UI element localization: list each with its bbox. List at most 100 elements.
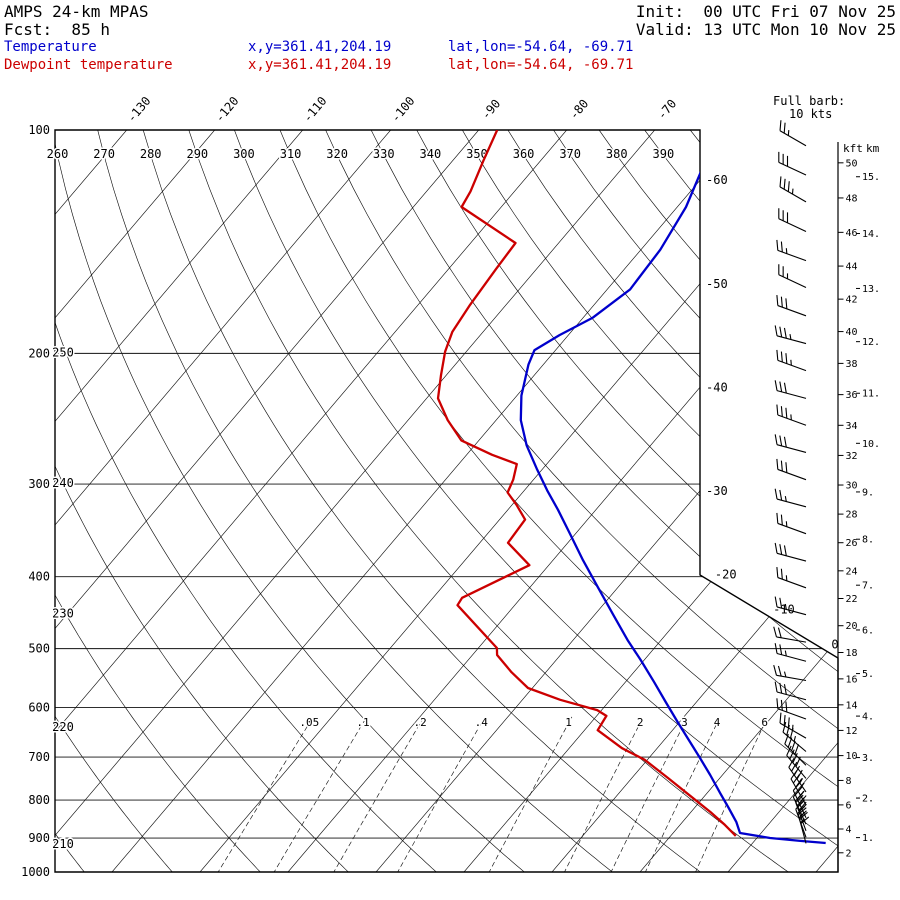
plot-border bbox=[54, 129, 839, 873]
svg-text:3: 3 bbox=[681, 716, 688, 729]
dewpoint-legend-label: Dewpoint temperature bbox=[4, 57, 173, 73]
svg-text:.4: .4 bbox=[475, 716, 489, 729]
svg-text:-100: -100 bbox=[388, 94, 417, 125]
svg-text:-30: -30 bbox=[706, 484, 728, 498]
svg-text:18: 18 bbox=[846, 648, 858, 659]
forecast-hour: Fcst: 85 h bbox=[4, 20, 110, 39]
svg-text:280: 280 bbox=[140, 147, 162, 161]
svg-text:320: 320 bbox=[326, 147, 348, 161]
temperature-curve bbox=[519, 130, 826, 845]
svg-text:.2: .2 bbox=[414, 716, 427, 729]
svg-text:km: km bbox=[866, 142, 880, 155]
svg-text:-120: -120 bbox=[212, 94, 241, 125]
svg-text:4.: 4. bbox=[862, 712, 874, 723]
svg-text:310: 310 bbox=[280, 147, 302, 161]
svg-text:22: 22 bbox=[846, 594, 858, 605]
svg-text:200: 200 bbox=[28, 346, 50, 360]
wind-barbs bbox=[773, 120, 810, 844]
temperature-grid-xy: x,y=361.41,204.19 bbox=[248, 39, 392, 55]
svg-text:-50: -50 bbox=[706, 277, 728, 291]
svg-text:-130: -130 bbox=[124, 94, 153, 125]
svg-text:2: 2 bbox=[846, 848, 852, 859]
svg-text:34: 34 bbox=[846, 421, 858, 432]
svg-text:4: 4 bbox=[714, 716, 721, 729]
svg-text:40: 40 bbox=[846, 327, 858, 338]
svg-text:1.: 1. bbox=[862, 833, 874, 844]
svg-text:.1: .1 bbox=[356, 716, 369, 729]
dewpoint-grid-xy: x,y=361.41,204.19 bbox=[248, 57, 392, 73]
height-scales: kft km50484644424038363432302826242220181… bbox=[837, 142, 880, 872]
svg-text:360: 360 bbox=[513, 147, 535, 161]
svg-text:6.: 6. bbox=[862, 625, 874, 636]
svg-text:-10: -10 bbox=[773, 603, 795, 617]
svg-text:7.: 7. bbox=[862, 581, 874, 592]
svg-text:250: 250 bbox=[52, 345, 74, 359]
svg-text:370: 370 bbox=[559, 147, 581, 161]
background-grid bbox=[55, 130, 838, 872]
svg-text:20: 20 bbox=[846, 621, 858, 632]
svg-text:26: 26 bbox=[846, 538, 858, 549]
svg-text:-40: -40 bbox=[706, 380, 728, 394]
svg-text:-60: -60 bbox=[706, 173, 728, 187]
svg-text:24: 24 bbox=[846, 566, 858, 577]
full-barb-legend-line2: 10 kts bbox=[789, 107, 833, 121]
svg-text:0: 0 bbox=[831, 638, 838, 652]
svg-text:3.: 3. bbox=[862, 753, 874, 764]
svg-text:2.: 2. bbox=[862, 794, 874, 805]
svg-text:220: 220 bbox=[52, 720, 74, 734]
full-barb-legend-line1: Full barb: bbox=[773, 94, 846, 108]
svg-text:300: 300 bbox=[28, 477, 50, 491]
svg-text:290: 290 bbox=[186, 147, 208, 161]
svg-text:260: 260 bbox=[47, 147, 69, 161]
svg-text:42: 42 bbox=[846, 295, 858, 306]
svg-text:340: 340 bbox=[420, 147, 442, 161]
svg-text:-90: -90 bbox=[479, 97, 504, 123]
init-time: Init: 00 UTC Fri 07 Nov 25 bbox=[635, 2, 896, 21]
svg-text:350: 350 bbox=[466, 147, 488, 161]
model-title: AMPS 24-km MPAS bbox=[4, 2, 149, 21]
svg-text:14.: 14. bbox=[862, 229, 880, 240]
svg-text:380: 380 bbox=[606, 147, 628, 161]
svg-text:-110: -110 bbox=[300, 94, 329, 125]
svg-text:10: 10 bbox=[846, 751, 858, 762]
svg-text:28: 28 bbox=[846, 510, 858, 521]
svg-text:210: 210 bbox=[52, 837, 74, 851]
svg-text:700: 700 bbox=[28, 750, 50, 764]
grid-labels: 100 200 300 400 500 600 700 800 900 1000 -130 -120 -… bbox=[21, 94, 838, 879]
svg-text:36: 36 bbox=[846, 390, 858, 401]
svg-text:270: 270 bbox=[93, 147, 115, 161]
svg-text:-20: -20 bbox=[715, 568, 737, 582]
svg-text:-80: -80 bbox=[567, 97, 592, 123]
svg-text:50: 50 bbox=[846, 158, 858, 169]
svg-text:.05: .05 bbox=[299, 716, 319, 729]
svg-text:10.: 10. bbox=[862, 439, 880, 450]
svg-text:38: 38 bbox=[846, 359, 858, 370]
svg-text:-70: -70 bbox=[655, 97, 680, 123]
svg-text:330: 330 bbox=[373, 147, 395, 161]
svg-text:900: 900 bbox=[28, 831, 50, 845]
svg-text:6: 6 bbox=[761, 716, 768, 729]
svg-text:13.: 13. bbox=[862, 284, 880, 295]
temperature-latlon: lat,lon=-54.64, -69.71 bbox=[448, 39, 634, 55]
svg-text:11.: 11. bbox=[862, 389, 880, 400]
svg-text:8.: 8. bbox=[862, 535, 874, 546]
svg-text:240: 240 bbox=[52, 476, 74, 490]
svg-text:14: 14 bbox=[846, 700, 858, 711]
svg-text:1000: 1000 bbox=[21, 865, 50, 879]
svg-text:2: 2 bbox=[637, 716, 644, 729]
svg-text:9.: 9. bbox=[862, 487, 874, 498]
svg-text:6: 6 bbox=[846, 800, 852, 811]
svg-text:5.: 5. bbox=[862, 669, 874, 680]
svg-text:4: 4 bbox=[846, 825, 852, 836]
svg-text:32: 32 bbox=[846, 451, 858, 462]
svg-text:16: 16 bbox=[846, 674, 858, 685]
svg-text:30: 30 bbox=[846, 481, 858, 492]
svg-text:12: 12 bbox=[846, 726, 858, 737]
svg-text:1: 1 bbox=[565, 716, 572, 729]
svg-text:12.: 12. bbox=[862, 337, 880, 348]
temperature-legend-label: Temperature bbox=[4, 39, 97, 55]
dewpoint-latlon: lat,lon=-54.64, -69.71 bbox=[448, 57, 634, 73]
svg-text:600: 600 bbox=[28, 700, 50, 714]
svg-text:100: 100 bbox=[28, 123, 50, 137]
